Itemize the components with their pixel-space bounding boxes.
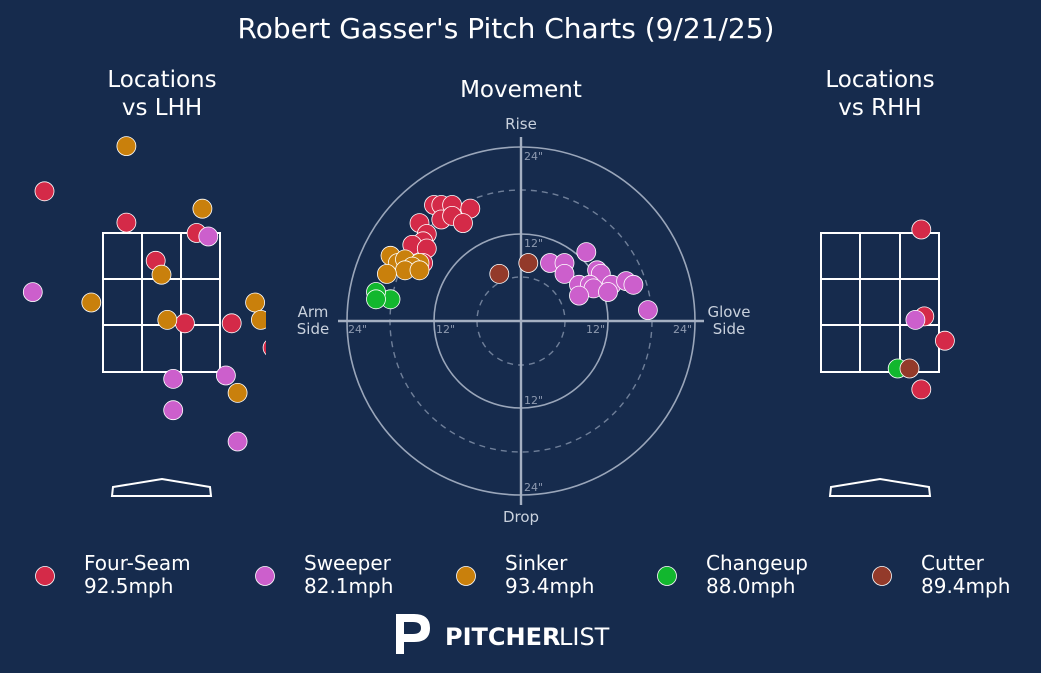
lhh-point-sweeper	[269, 425, 288, 444]
pitcherlist-logo: PITCHER LIST	[396, 614, 610, 654]
legend-pitch-cutter: Cutter	[921, 551, 985, 575]
ring-label-left-12: 12"	[436, 323, 455, 336]
rhh-point-cutter	[899, 358, 920, 379]
movement-point-sinker	[409, 260, 430, 281]
lhh-point-sinker	[251, 310, 266, 330]
movement-point-sweeper	[598, 282, 618, 302]
lhh-point-four-seam	[287, 425, 306, 444]
lhh-point-sinker	[192, 198, 213, 219]
lhh-point-sinker	[245, 292, 266, 313]
rhh-point-sweeper	[1036, 196, 1041, 215]
ring-label-top-24: 24"	[524, 150, 543, 163]
legend-marker-changeup	[657, 566, 677, 586]
legend-pitch-sweeper: Sweeper	[304, 551, 392, 575]
ring-label-top-12: 12"	[524, 237, 543, 250]
lhh-point-sinker	[81, 292, 102, 313]
ring-label-right-12: 12"	[586, 323, 605, 336]
rhh-home-plate	[828, 477, 932, 497]
movement-point-sweeper	[554, 263, 575, 284]
movement-axis-arm-side-line2: Side	[297, 320, 329, 338]
rhh-point-changeup	[989, 376, 1008, 395]
lhh-point-four-seam	[221, 313, 242, 334]
lhh-point-sweeper	[163, 368, 184, 389]
legend-pitch-sinker: Sinker	[505, 551, 568, 575]
pitcherlist-logo-bold: PITCHER	[445, 623, 560, 651]
legend-velo-sinker: 93.4mph	[505, 574, 594, 598]
lhh-point-four-seam	[174, 313, 195, 334]
movement-axis-rise: Rise	[505, 115, 537, 133]
rhh-point-four-seam	[911, 219, 932, 240]
lhh-point-sinker	[116, 136, 137, 157]
lhh-point-sweeper	[198, 226, 219, 247]
legend: Four-Seam 92.5mph Sweeper 82.1mph Sinker…	[35, 551, 1010, 598]
legend-velo-four-seam: 92.5mph	[84, 574, 173, 598]
rhh-point-four-seam	[911, 379, 932, 400]
lhh-panel-title-line1: Locations	[107, 67, 216, 93]
movement-axis-glove-side-line2: Side	[713, 320, 745, 338]
movement-points	[366, 195, 658, 321]
movement-point-sweeper	[569, 285, 589, 306]
lhh-point-four-seam	[262, 340, 266, 356]
ring-label-right-24: 24"	[673, 323, 692, 336]
movement-point-sinker	[376, 263, 397, 284]
pitcherlist-logo-light: LIST	[559, 623, 610, 651]
movement-axis-arm-side-line1: Arm	[298, 303, 329, 321]
movement-axis-drop: Drop	[503, 508, 539, 526]
lhh-point-sweeper	[316, 449, 335, 468]
movement-point-sweeper	[623, 274, 644, 295]
lhh-point-sweeper	[215, 365, 236, 386]
legend-velo-sweeper: 82.1mph	[304, 574, 393, 598]
rhh-point-four-seam	[935, 330, 955, 351]
movement-point-four-seam	[453, 213, 473, 234]
movement-axis-glove-side-line1: Glove	[707, 303, 750, 321]
legend-marker-sweeper	[255, 566, 275, 586]
rhh-panel-title-line2: vs RHH	[838, 95, 921, 121]
legend-marker-sinker	[456, 566, 476, 586]
legend-pitch-changeup: Changeup	[706, 551, 808, 575]
lhh-point-sinker	[227, 382, 248, 403]
movement-point-sweeper	[576, 242, 597, 263]
lhh-point-sinker	[269, 310, 288, 329]
lhh-point-sweeper	[163, 400, 184, 421]
movement-panel-title: Movement	[460, 77, 582, 103]
rhh-point-sweeper	[905, 309, 926, 330]
lhh-point-sweeper	[22, 282, 43, 303]
rhh-point-sweeper	[753, 335, 772, 354]
legend-marker-cutter	[872, 566, 892, 586]
lhh-point-four-seam	[116, 212, 137, 233]
movement-point-cutter	[518, 253, 539, 273]
lhh-point-sinker	[151, 264, 172, 285]
lhh-point-four-seam	[34, 181, 55, 202]
rhh-point-changeup	[1012, 408, 1031, 427]
lhh-panel-title-line2: vs LHH	[122, 95, 202, 121]
movement-grid	[338, 137, 704, 505]
lhh-strike-zone	[102, 232, 221, 373]
legend-velo-cutter: 89.4mph	[921, 574, 1010, 598]
chart-title: Robert Gasser's Pitch Charts (9/21/25)	[238, 12, 775, 45]
lhh-point-sweeper	[227, 431, 248, 452]
ring-label-left-24: 24"	[348, 323, 367, 336]
legend-marker-four-seam	[35, 566, 55, 586]
ring-label-bottom-24: 24"	[524, 481, 543, 494]
lhh-location-points	[22, 136, 335, 468]
movement-point-sweeper	[638, 300, 658, 321]
lhh-point-sweeper	[275, 262, 294, 281]
pitcherlist-logo-icon	[396, 614, 430, 654]
legend-velo-changeup: 88.0mph	[706, 574, 795, 598]
lhh-point-sweeper	[292, 369, 311, 388]
movement-point-changeup	[366, 289, 386, 310]
rhh-point-four-seam	[989, 251, 1008, 270]
rhh-location-points	[753, 196, 1041, 427]
ring-label-bottom-12: 12"	[524, 394, 543, 407]
movement-point-cutter	[489, 263, 510, 284]
lhh-home-plate	[110, 477, 213, 497]
rhh-panel-title-line1: Locations	[825, 67, 934, 93]
rhh-strike-zone	[820, 232, 940, 373]
lhh-point-sinker	[157, 309, 178, 330]
lhh-point-four-seam	[292, 244, 311, 263]
legend-pitch-four-seam: Four-Seam	[84, 551, 191, 575]
